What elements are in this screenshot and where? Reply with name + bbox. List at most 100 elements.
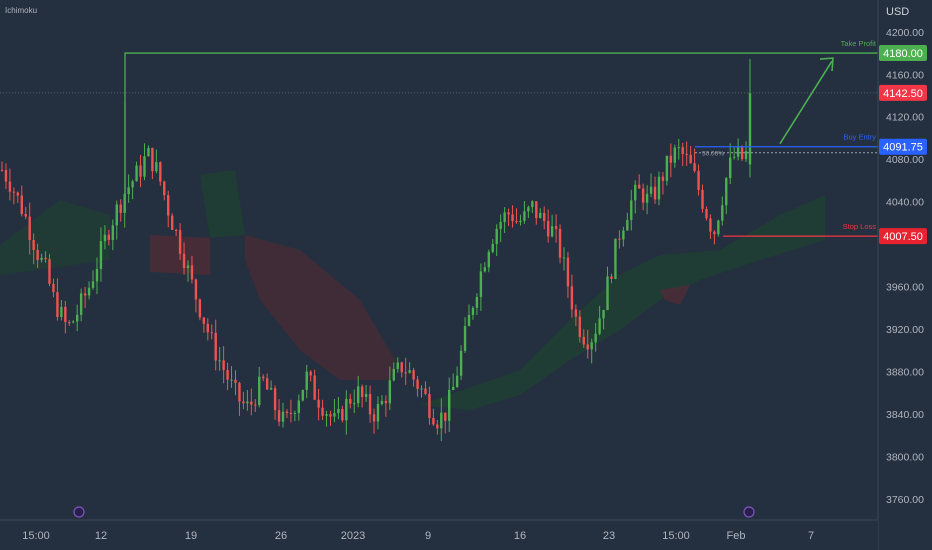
- candle-body: [566, 257, 570, 287]
- candle-body: [234, 379, 237, 383]
- candle-body: [99, 241, 103, 269]
- y-tick-label: 4160.00: [886, 69, 924, 81]
- candle-body: [645, 193, 649, 203]
- candle-body: [428, 393, 431, 418]
- y-tick-label: 3920.00: [886, 324, 924, 336]
- candle-body: [258, 376, 261, 406]
- candle-body: [143, 156, 146, 177]
- candle-body: [598, 318, 601, 334]
- candle-body: [222, 360, 225, 371]
- candle-body: [677, 147, 680, 149]
- candle-body: [12, 191, 16, 193]
- candle-body: [182, 253, 186, 268]
- candle-body: [317, 399, 320, 408]
- x-tick-label: 12: [95, 530, 107, 542]
- time-axis-panel[interactable]: [0, 520, 878, 550]
- x-tick-label: 7: [808, 530, 814, 542]
- candle-body: [44, 257, 47, 260]
- candle-body: [590, 342, 593, 350]
- candle-body: [725, 178, 728, 206]
- candle-body: [127, 187, 130, 195]
- candle-body: [732, 156, 736, 158]
- candle-body: [218, 360, 221, 362]
- candle-body: [499, 222, 502, 229]
- candle-body: [649, 186, 653, 194]
- candle-body: [301, 389, 304, 401]
- candle-body: [550, 226, 554, 237]
- candle-body: [186, 265, 190, 268]
- candle-body: [543, 212, 546, 222]
- candle-body: [408, 370, 411, 373]
- take-profit-line[interactable]: [124, 52, 878, 213]
- candle-body: [246, 401, 249, 404]
- candle-body: [20, 195, 23, 215]
- candle-body: [75, 314, 79, 322]
- candle-body: [273, 388, 277, 411]
- candle-body: [420, 388, 423, 390]
- candle-body: [0, 169, 4, 171]
- candle-body: [206, 323, 209, 333]
- candle-body: [250, 401, 253, 405]
- candle-body: [79, 293, 83, 315]
- candle-body: [293, 413, 297, 415]
- candle-body: [103, 234, 107, 242]
- candle-body: [238, 382, 241, 402]
- candles-layer: [0, 58, 752, 442]
- take-profit-label: Take Profit: [841, 39, 877, 48]
- x-tick-label: Feb: [727, 530, 746, 542]
- take-profit-price-tag: [879, 45, 927, 62]
- candle-body: [459, 350, 463, 376]
- candle-body: [24, 214, 27, 217]
- candle-body: [634, 184, 637, 201]
- candle-body: [535, 201, 538, 219]
- event-marker-icon[interactable]: [743, 506, 755, 518]
- arrowhead-icon: [819, 57, 834, 72]
- candle-body: [744, 151, 748, 160]
- entry-price-tag: [879, 138, 927, 155]
- candle-body: [475, 296, 479, 308]
- candle-body: [48, 259, 51, 284]
- candle-body: [507, 212, 510, 215]
- candle-body: [360, 386, 364, 397]
- price-axis-panel[interactable]: [878, 0, 932, 550]
- candle-body: [471, 307, 475, 315]
- candle-body: [174, 229, 178, 231]
- candle-body: [404, 372, 407, 374]
- candle-body: [210, 332, 213, 334]
- candle-body: [28, 216, 31, 241]
- current-price-tag-text: 4142.50: [883, 88, 923, 100]
- x-tick-label: 19: [185, 530, 197, 542]
- candle-body: [364, 393, 368, 397]
- candle-body: [135, 165, 138, 182]
- candle-body: [309, 371, 312, 376]
- candle-body: [226, 370, 229, 380]
- candle-body: [151, 147, 154, 172]
- candle-body: [4, 170, 8, 182]
- event-marker-icon[interactable]: [73, 506, 85, 518]
- candle-body: [630, 200, 633, 221]
- candle-body: [388, 380, 392, 404]
- candle-body: [83, 293, 87, 296]
- candle-body: [562, 257, 566, 259]
- candle-body: [167, 195, 170, 216]
- candle-body: [582, 336, 585, 345]
- candle-body: [297, 400, 301, 414]
- candle-body: [285, 411, 289, 413]
- candle-body: [641, 188, 645, 203]
- candle-body: [610, 276, 613, 279]
- candle-body: [60, 306, 63, 317]
- candle-body: [574, 309, 578, 317]
- candle-body: [341, 408, 344, 421]
- candle-body: [325, 414, 328, 416]
- candle-body: [202, 317, 206, 324]
- candle-body: [546, 221, 550, 237]
- candle-body: [713, 231, 716, 235]
- candle-body: [115, 204, 118, 226]
- candle-body: [554, 226, 558, 229]
- candle-body: [416, 379, 419, 389]
- y-tick-label: 3960.00: [886, 282, 924, 294]
- candle-body: [527, 207, 530, 212]
- candle-body: [16, 192, 20, 196]
